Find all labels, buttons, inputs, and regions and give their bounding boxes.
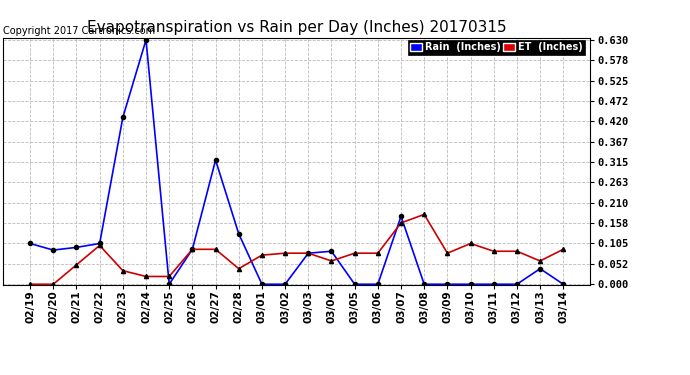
Text: Copyright 2017 Cartronics.com: Copyright 2017 Cartronics.com: [3, 26, 155, 36]
Title: Evapotranspiration vs Rain per Day (Inches) 20170315: Evapotranspiration vs Rain per Day (Inch…: [87, 20, 506, 35]
Legend: Rain  (Inches), ET  (Inches): Rain (Inches), ET (Inches): [408, 40, 585, 55]
